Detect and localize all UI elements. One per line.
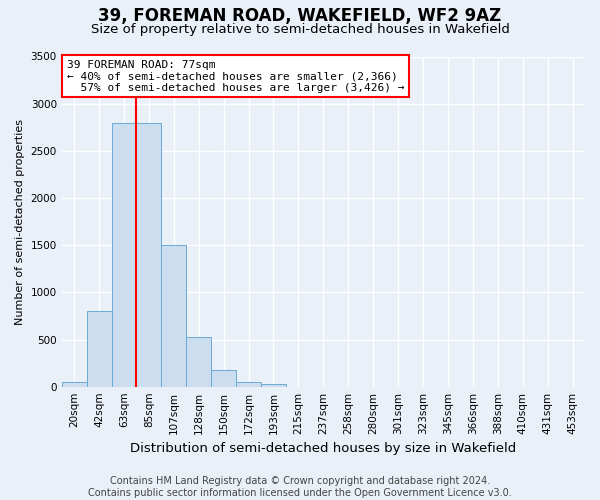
Bar bbox=[136, 122, 161, 386]
Text: Size of property relative to semi-detached houses in Wakefield: Size of property relative to semi-detach… bbox=[91, 22, 509, 36]
Bar bbox=[86, 311, 112, 386]
Text: 39 FOREMAN ROAD: 77sqm
← 40% of semi-detached houses are smaller (2,366)
  57% o: 39 FOREMAN ROAD: 77sqm ← 40% of semi-det… bbox=[67, 60, 404, 93]
Bar bbox=[62, 382, 86, 386]
Bar bbox=[161, 245, 186, 386]
Bar bbox=[261, 384, 286, 386]
Bar bbox=[236, 382, 261, 386]
Text: Contains HM Land Registry data © Crown copyright and database right 2024.
Contai: Contains HM Land Registry data © Crown c… bbox=[88, 476, 512, 498]
Bar bbox=[112, 122, 136, 386]
Bar bbox=[211, 370, 236, 386]
Text: 39, FOREMAN ROAD, WAKEFIELD, WF2 9AZ: 39, FOREMAN ROAD, WAKEFIELD, WF2 9AZ bbox=[98, 8, 502, 26]
Bar bbox=[186, 337, 211, 386]
Y-axis label: Number of semi-detached properties: Number of semi-detached properties bbox=[15, 118, 25, 324]
X-axis label: Distribution of semi-detached houses by size in Wakefield: Distribution of semi-detached houses by … bbox=[130, 442, 517, 455]
